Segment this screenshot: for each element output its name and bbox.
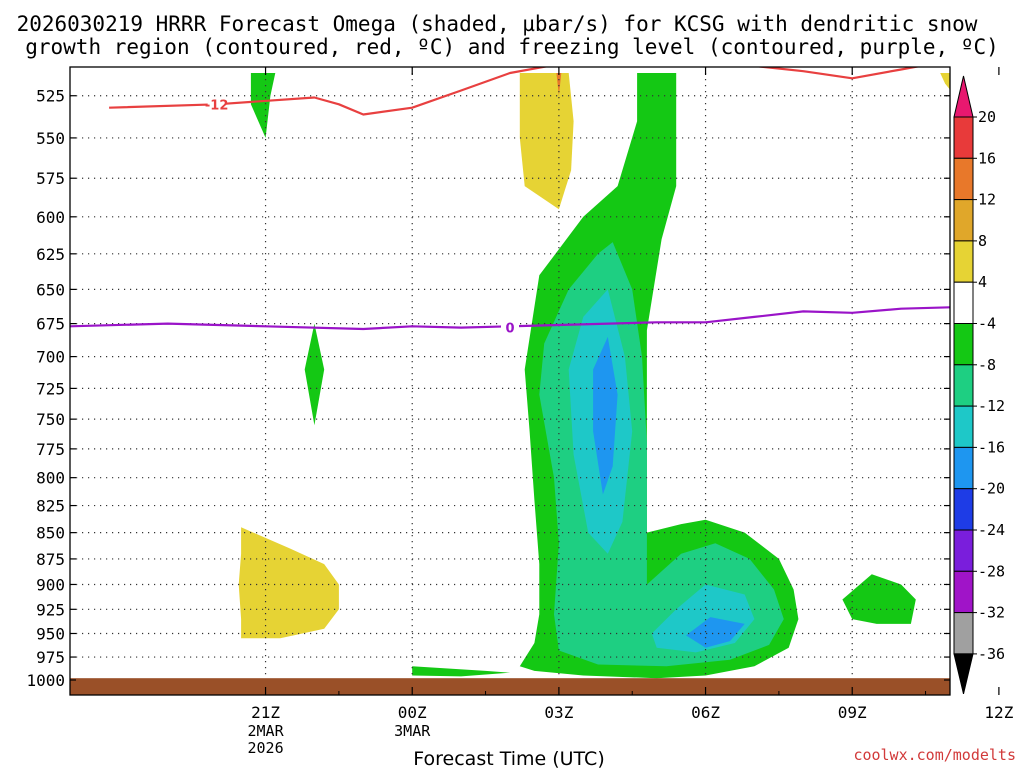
contour-lines: -12 0 (70, 67, 950, 337)
colorbar-bin-8 (953, 405, 974, 448)
y-tick-label-825: 825 (36, 497, 65, 516)
colorbar-bin-5 (953, 281, 974, 325)
y-tick-label-650: 650 (36, 280, 65, 299)
colorbar-bin-11 (953, 529, 974, 572)
y-tick-label-575: 575 (36, 169, 65, 188)
y-tick-label-1000: 1000 (26, 671, 65, 690)
x-tick-label-21Z: 21Z (251, 703, 280, 722)
colorbar-bottom-arrow (953, 653, 974, 695)
y-axis: 525 550 575 600 625 650 675 700 725 750 775 800 825 8… (26, 87, 950, 690)
omega-shaded-regions (238, 73, 950, 679)
chart-title-line-2: growth region (contoured, red, ºC) and f… (25, 35, 999, 59)
y-tick-label-850: 850 (36, 524, 65, 543)
colorbar-label-4: 4 (978, 273, 987, 291)
freezing-level-zero-line (70, 306, 950, 331)
y-tick-label-675: 675 (36, 315, 65, 334)
chart-title-line-1: 2026030219 HRRR Forecast Omega (shaded, … (17, 12, 978, 36)
updraft-yellow-0303-11z (940, 73, 950, 90)
plot-area: -12 0 (70, 67, 950, 695)
freezing-level-zero-line-label-bg (501, 320, 519, 335)
colorbar-label-16: 16 (978, 149, 996, 167)
colorbar: 20 16 12 8 4 -4 -8 -12 -16 -20 -24 -28 -32 -36 (953, 75, 1005, 695)
updraft-yellow-0302-21z-900mb (238, 527, 339, 639)
colorbar-bin-1 (953, 116, 974, 159)
plot-frame (69, 66, 951, 696)
y-tick-label-525: 525 (36, 87, 65, 106)
downdraft-green-0302-21z-upper (250, 73, 276, 138)
colorbar-bin-12 (953, 570, 974, 614)
colorbar-bin-4 (953, 240, 974, 283)
y-tick-label-925: 925 (36, 600, 65, 619)
y-tick-label-600: 600 (36, 208, 65, 227)
colorbar-label--12: -12 (978, 397, 1005, 415)
y-tick-label-950: 950 (36, 624, 65, 643)
freezing-level-zero-line-label: 0 (505, 322, 514, 337)
y-tick-label-900: 900 (36, 575, 65, 594)
colorbar-label-8: 8 (978, 232, 987, 250)
colorbar-label-20: 20 (978, 108, 996, 126)
colorbar-top-arrow (953, 75, 974, 118)
colorbar-bin-10 (953, 488, 974, 531)
colorbar-bin-3 (953, 199, 974, 242)
x-tick-label-00Z: 00Z (398, 703, 427, 722)
x-tick-year-2026: 2026 (247, 739, 283, 757)
downdraft-green-0303-09z (842, 574, 916, 624)
x-tick-date-2MAR: 2MAR (247, 722, 284, 740)
x-tick-date-3MAR: 3MAR (394, 722, 431, 740)
y-tick-label-975: 975 (36, 648, 65, 667)
y-tick-label-700: 700 (36, 348, 65, 367)
x-axis-title: Forecast Time (UTC) (413, 748, 604, 768)
y-tick-label-725: 725 (36, 379, 65, 398)
terrain-surface (70, 678, 950, 695)
colorbar-label--28: -28 (978, 562, 1005, 580)
colorbar-bin-7 (953, 364, 974, 407)
dgz-minus12-line-label-bg (207, 97, 226, 112)
credit-label: coolwx.com/modelts (853, 746, 1016, 764)
x-tick-label-03Z: 03Z (544, 703, 573, 722)
updraft-orange-0303-03z (556, 73, 562, 96)
colorbar-label--32: -32 (978, 604, 1005, 622)
colorbar-label--24: -24 (978, 521, 1005, 539)
y-tick-label-625: 625 (36, 245, 65, 264)
colorbar-label--8: -8 (978, 356, 996, 374)
colorbar-label--36: -36 (978, 645, 1005, 663)
dgz-minus12-line-label: -12 (205, 98, 229, 113)
colorbar-bin-9 (953, 446, 974, 490)
updraft-yellow-0303-03z-upper (519, 73, 574, 210)
downdraft-green-0302-2330z-sfc (412, 666, 510, 677)
y-tick-label-775: 775 (36, 440, 65, 459)
y-tick-label-750: 750 (36, 410, 65, 429)
downdraft-green-0302-22z-mid (304, 323, 325, 426)
dgz-minus12-line (109, 67, 921, 116)
downdraft-blue-lower (686, 617, 745, 648)
colorbar-label-12: 12 (978, 191, 996, 209)
y-tick-label-550: 550 (36, 129, 65, 148)
x-tick-label-06Z: 06Z (691, 703, 720, 722)
x-tick-label-09Z: 09Z (838, 703, 867, 722)
colorbar-label--20: -20 (978, 480, 1005, 498)
colorbar-bin-13 (953, 612, 974, 655)
colorbar-bin-6 (953, 323, 974, 366)
x-tick-label-12Z: 12Z (984, 703, 1013, 722)
downdraft-blue-upper (593, 336, 618, 495)
colorbar-bin-2 (953, 157, 974, 201)
y-tick-label-875: 875 (36, 550, 65, 569)
y-tick-label-800: 800 (36, 469, 65, 488)
colorbar-label--16: -16 (978, 438, 1005, 456)
colorbar-label--4: -4 (978, 315, 996, 333)
